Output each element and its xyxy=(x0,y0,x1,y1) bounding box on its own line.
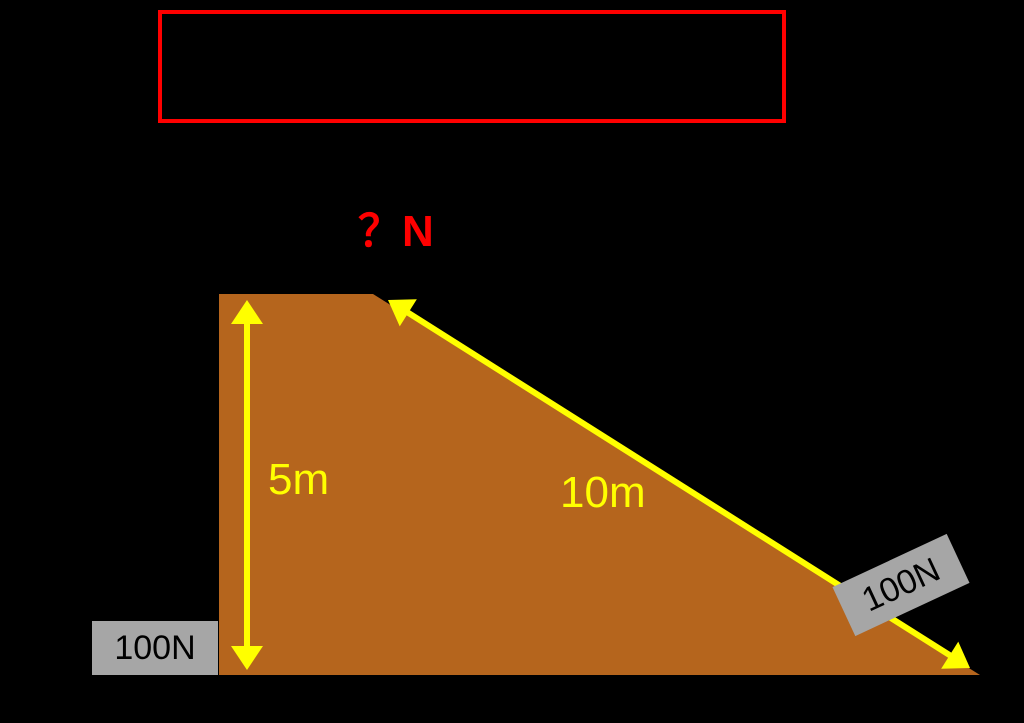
hypotenuse-dimension-label: 10m xyxy=(560,468,646,518)
weight-block-bottom: 100N xyxy=(92,621,218,675)
vertical-dimension-label: 5m xyxy=(268,455,329,505)
weight-block-bottom-label: 100N xyxy=(114,629,195,668)
